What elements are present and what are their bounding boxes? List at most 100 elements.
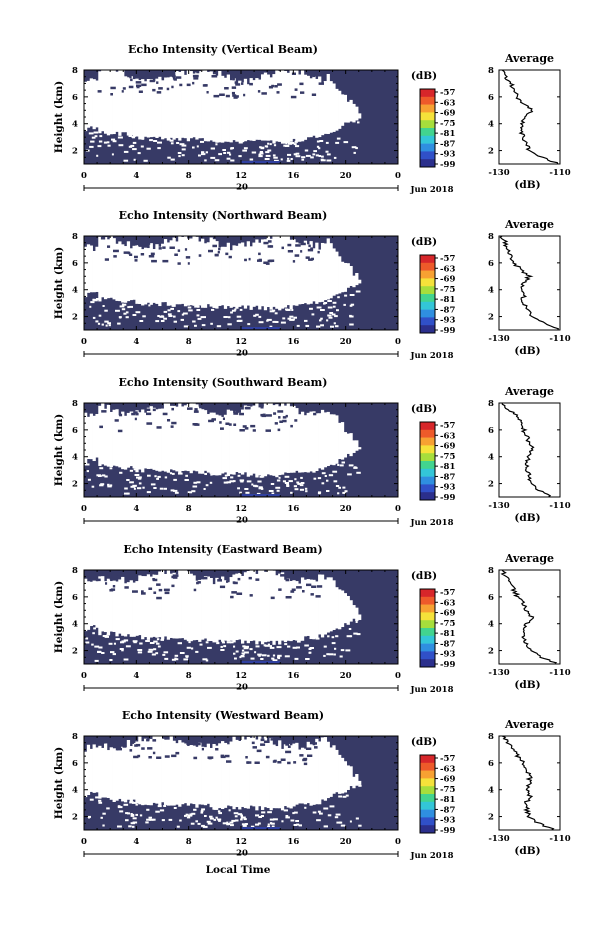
echo-strong-strip xyxy=(241,327,281,329)
no-echo-speck xyxy=(319,812,323,815)
colorbar-tick-label: -75 xyxy=(440,785,455,795)
echo-speck xyxy=(244,258,247,262)
average-x-label: (dB) xyxy=(514,845,540,857)
y-tick-label: 4 xyxy=(72,786,78,796)
echo-speck xyxy=(150,252,155,256)
echo-speck xyxy=(296,586,302,589)
no-echo-cell xyxy=(141,79,145,140)
echo-speck xyxy=(137,754,141,758)
no-echo-cell xyxy=(309,579,313,640)
no-echo-cell xyxy=(272,744,276,809)
no-echo-speck xyxy=(323,645,327,648)
echo-speck xyxy=(148,587,153,590)
no-echo-speck xyxy=(162,653,166,656)
echo-speck xyxy=(318,82,324,85)
no-echo-cell xyxy=(146,407,151,469)
colorbar-tick-label: -99 xyxy=(440,326,455,336)
echo-speck xyxy=(158,588,163,592)
no-echo-speck xyxy=(336,137,341,140)
no-echo-speck xyxy=(157,147,161,150)
no-echo-speck xyxy=(327,314,332,317)
no-echo-speck xyxy=(343,141,349,144)
echo-speck xyxy=(140,253,145,256)
colorbar-swatch xyxy=(420,778,435,787)
no-echo-speck xyxy=(135,803,138,806)
no-echo-cell xyxy=(300,577,305,641)
no-echo-speck xyxy=(294,140,298,143)
no-echo-cell xyxy=(246,571,250,644)
echo-speck xyxy=(232,77,235,81)
no-echo-speck xyxy=(294,478,297,481)
no-echo-cell xyxy=(249,737,253,806)
no-echo-speck xyxy=(258,816,262,818)
no-echo-cell xyxy=(320,574,325,638)
no-echo-cell xyxy=(143,247,148,305)
colorbar-swatch xyxy=(420,817,435,826)
no-echo-speck xyxy=(294,488,299,491)
date-tick-label: 20 xyxy=(236,849,248,859)
no-echo-cell xyxy=(329,243,333,299)
no-echo-speck xyxy=(223,316,228,318)
no-echo-speck xyxy=(130,813,133,815)
no-echo-speck xyxy=(187,814,193,817)
echo-speck xyxy=(233,581,238,585)
no-echo-cell xyxy=(335,749,339,793)
no-echo-speck xyxy=(339,464,344,467)
no-echo-cell xyxy=(355,607,359,622)
echo-speck xyxy=(307,576,314,579)
no-echo-cell xyxy=(178,236,182,305)
no-echo-speck xyxy=(125,311,129,314)
no-echo-cell xyxy=(292,405,296,473)
echo-speck xyxy=(151,76,156,79)
no-echo-speck xyxy=(129,801,134,804)
no-echo-cell xyxy=(289,745,293,809)
echo-speck xyxy=(281,246,284,250)
no-echo-speck xyxy=(297,482,301,485)
no-echo-speck xyxy=(121,308,126,311)
echo-speck xyxy=(130,403,137,407)
echo-speck xyxy=(146,412,152,416)
echo-speck xyxy=(263,740,270,743)
echo-speck xyxy=(256,749,262,753)
echo-speck xyxy=(110,93,113,96)
no-echo-speck xyxy=(106,141,110,144)
no-echo-speck xyxy=(258,315,262,318)
no-echo-cell xyxy=(143,412,148,469)
no-echo-cell xyxy=(209,71,213,141)
echo-speck xyxy=(220,755,226,759)
no-echo-speck xyxy=(100,816,103,819)
echo-speck xyxy=(171,754,177,758)
y-axis-label: Height (km) xyxy=(53,747,65,819)
no-echo-speck xyxy=(337,296,340,299)
no-echo-speck xyxy=(234,815,238,818)
no-echo-cell xyxy=(106,70,111,136)
no-echo-speck xyxy=(234,657,237,660)
no-echo-speck xyxy=(97,145,102,148)
echo-speck xyxy=(162,412,168,416)
no-echo-speck xyxy=(269,325,273,328)
echo-speck xyxy=(314,746,318,749)
no-echo-speck xyxy=(119,810,124,813)
no-echo-speck xyxy=(132,314,137,316)
y-tick-label: 6 xyxy=(72,593,78,603)
no-echo-speck xyxy=(295,145,300,148)
echo-speck xyxy=(208,249,213,253)
x-tick-label: 16 xyxy=(287,671,299,681)
echo-speck xyxy=(225,422,230,425)
no-echo-cell xyxy=(241,409,245,475)
no-echo-speck xyxy=(85,641,90,644)
no-echo-speck xyxy=(161,819,165,822)
colorbar-swatch xyxy=(420,159,435,168)
no-echo-cell xyxy=(161,79,165,140)
no-echo-cell xyxy=(320,409,325,470)
colorbar-tick-label: -87 xyxy=(440,139,455,149)
average-profile-line xyxy=(501,735,555,831)
no-echo-speck xyxy=(205,659,209,662)
colorbar-tick-label: -99 xyxy=(440,826,455,836)
no-echo-speck xyxy=(327,635,330,638)
no-echo-cell xyxy=(255,239,259,306)
echo-speck xyxy=(255,578,260,581)
colorbar-swatch xyxy=(420,809,435,818)
average-title: Average xyxy=(504,718,554,731)
no-echo-cell xyxy=(235,573,239,641)
